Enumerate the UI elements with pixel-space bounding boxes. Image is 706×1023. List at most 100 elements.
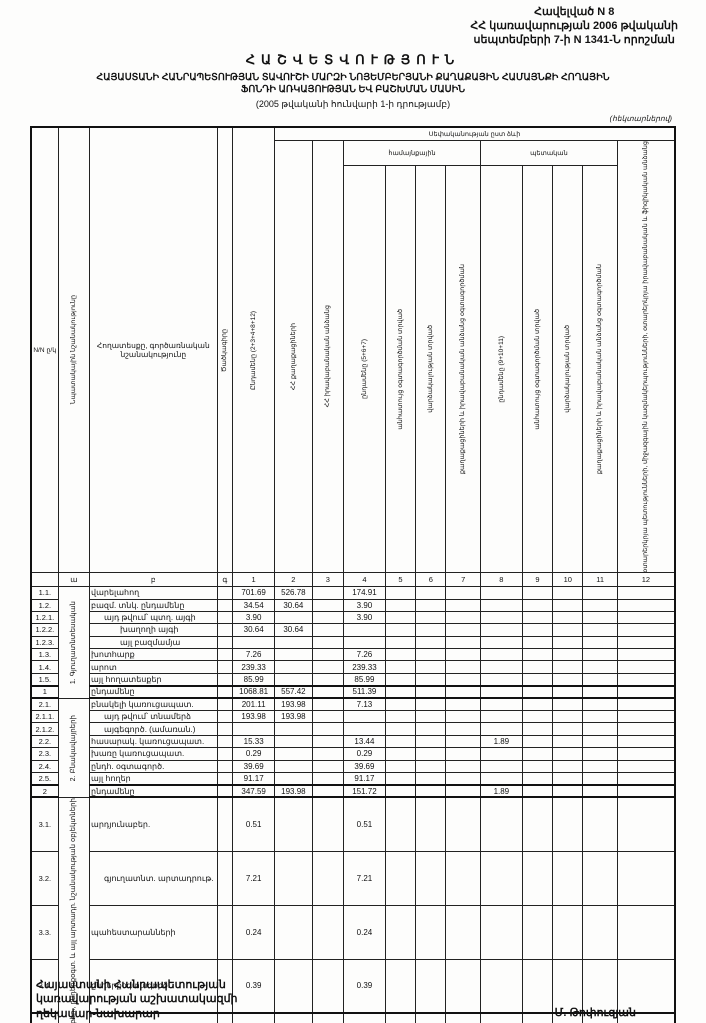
signatory-line-3: ղեկավար-նախարար [36, 1007, 160, 1020]
value-cell [384, 759, 417, 773]
value-cell [479, 672, 523, 687]
table-row: 1.2. բազմ. տնկ. ընդամենը 34.54 30.64 3.90 [30, 598, 676, 612]
value-cell [479, 586, 523, 600]
value-cell [616, 783, 676, 799]
value-cell [616, 610, 676, 625]
value-cell: 8.35 [343, 1012, 386, 1023]
value-cell [415, 722, 447, 736]
code-cell [216, 771, 234, 786]
column-number: 3 [311, 572, 345, 588]
code-cell [216, 783, 234, 799]
table-row: 2.1. 2. Բնակավայրերի բնակելի կառուցապատ. 20… [30, 697, 676, 798]
value-cell [415, 635, 447, 650]
value-cell [479, 904, 523, 960]
value-cell: 511.39 [343, 684, 386, 700]
code-cell [216, 850, 234, 906]
value-cell [479, 697, 523, 712]
value-cell: 15.33 [232, 734, 276, 749]
table-row: 3 ընդամենը 8.35 8.35 [30, 1012, 676, 1023]
value-cell [582, 623, 618, 637]
header-col7-citizens-use: քաղաքացիների և իրավաբանական անձանց օգտագ… [445, 164, 481, 574]
value-cell [445, 660, 481, 674]
value-cell [343, 635, 386, 650]
value-cell: 193.98 [274, 783, 313, 799]
value-cell: 39.69 [232, 759, 276, 773]
code-cell [216, 684, 234, 700]
value-cell: 8.35 [232, 1012, 276, 1023]
value-cell: 0.24 [343, 904, 386, 960]
value-cell [479, 771, 523, 786]
value-cell [343, 623, 386, 637]
value-cell [384, 796, 417, 852]
value-cell [582, 598, 618, 612]
value-cell [616, 904, 676, 960]
value-cell [616, 958, 676, 1014]
value-cell [521, 796, 554, 852]
row-number: 1.4. [30, 660, 59, 674]
code-cell [216, 586, 234, 600]
table-row: 3.1. 3. Արդյունաբեր., ընդերքօգտ. և այլ ար… [30, 796, 676, 1023]
value-cell [343, 722, 386, 736]
signatory-line-2: կառավարության աշխատակազմի [36, 993, 238, 1006]
value-cell [274, 660, 313, 674]
header-col5-gratuitous-use: անհատույց օգտագործման տրված [384, 164, 417, 574]
value-cell [343, 709, 386, 724]
value-cell: 0.39 [343, 958, 386, 1014]
value-cell: 347.59 [232, 783, 276, 799]
land-type-label: խաղողի այգի [89, 623, 218, 637]
value-cell [552, 747, 584, 761]
value-cell [521, 722, 554, 736]
value-cell: 1.89 [479, 783, 523, 799]
header-state-span: պետական [479, 139, 618, 166]
value-cell [521, 598, 554, 612]
decree-appendix: Հավելված N 8 [534, 6, 615, 18]
column-number: 9 [521, 572, 554, 588]
value-cell [311, 904, 345, 960]
report-date-note: (2005 թվականի հունվարի 1-ի դրությամբ) [255, 98, 451, 109]
column-number: 1 [232, 572, 276, 588]
value-cell [479, 747, 523, 761]
code-cell [216, 722, 234, 736]
value-cell [521, 734, 554, 749]
value-cell [616, 759, 676, 773]
value-cell [552, 796, 584, 852]
value-cell: 1068.81 [232, 684, 276, 700]
value-cell [311, 958, 345, 1014]
row-number: 1.5. [30, 672, 59, 687]
value-cell [445, 783, 481, 799]
value-cell: 701.69 [232, 586, 276, 600]
header-code: Ծածկագիրը [216, 126, 234, 574]
value-cell [582, 796, 618, 852]
value-cell [415, 1012, 447, 1023]
table-row: 3.2. գյուղատնտ. արտադրութ. 7.21 7.21 [30, 850, 676, 906]
land-fund-table: N/N ը/կ Նպատակային նշանակությունը Հողատե… [30, 126, 676, 1023]
land-type-label: ընդամենը [89, 1012, 218, 1023]
value-cell [552, 635, 584, 650]
value-cell [384, 648, 417, 662]
value-cell [274, 771, 313, 786]
value-cell [582, 904, 618, 960]
value-cell: 30.64 [274, 598, 313, 612]
value-cell [415, 709, 447, 724]
value-cell [311, 623, 345, 637]
value-cell [582, 635, 618, 650]
table-row: 1.5. այլ հողատեսքեր 85.99 85.99 [30, 672, 676, 687]
value-cell [552, 672, 584, 687]
value-cell [582, 684, 618, 700]
value-cell [445, 586, 481, 600]
value-cell [521, 709, 554, 724]
value-cell [274, 958, 313, 1014]
value-cell [384, 958, 417, 1014]
column-letter: բ [89, 572, 218, 588]
value-cell [274, 1012, 313, 1023]
value-cell [311, 586, 345, 600]
land-type-label: բազմ. տնկ. ընդամենը [89, 598, 218, 612]
table-row: 2.1.1. այդ թվում՝ տնամերձ 193.98 193.98 [30, 709, 676, 724]
value-cell [479, 1012, 523, 1023]
value-cell [311, 1012, 345, 1023]
header-community-span: համայնքային [343, 139, 481, 166]
value-cell [232, 722, 276, 736]
decree-government: ՀՀ կառավարության 2006 թվականի [470, 19, 678, 32]
units-note: (հեկտարներով) [609, 114, 672, 123]
